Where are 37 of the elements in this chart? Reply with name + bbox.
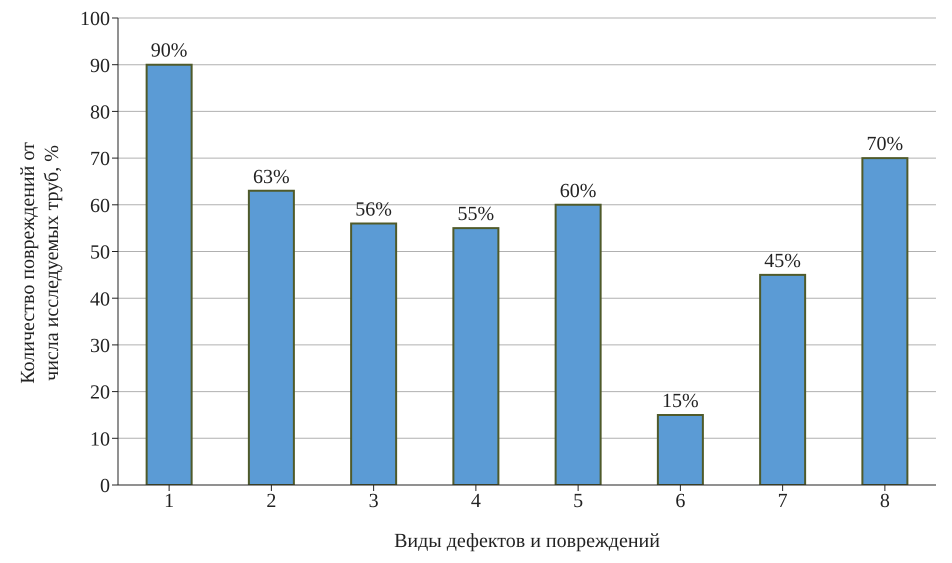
y-tick-label: 0 [100, 475, 110, 498]
y-tick-label: 80 [90, 102, 110, 124]
data-label: 15% [662, 390, 699, 412]
y-tick-label: 40 [90, 288, 110, 310]
bar [248, 190, 295, 485]
x-tick-label: 1 [164, 490, 174, 512]
y-tick-label: 100 [80, 8, 110, 30]
y-tick-label: 20 [90, 382, 110, 404]
x-tick-label: 3 [368, 490, 379, 512]
bar [759, 274, 806, 485]
bar [146, 64, 193, 485]
data-label: 63% [253, 166, 290, 188]
x-tick-label: 2 [266, 490, 276, 512]
y-tick-label: 30 [90, 335, 110, 357]
bar [861, 157, 908, 485]
y-tick-label: 10 [90, 428, 110, 450]
x-tick-label: 4 [470, 490, 481, 512]
data-label: 60% [560, 180, 596, 202]
bar [350, 222, 398, 485]
x-tick-label: 5 [573, 490, 584, 512]
y-tick-label: 90 [90, 54, 110, 77]
x-tick-label: 8 [880, 490, 890, 512]
data-label: 45% [764, 250, 801, 272]
bar [656, 414, 704, 485]
y-tick-label: 60 [90, 194, 110, 217]
data-label: 70% [866, 133, 904, 156]
y-axis-title: Количество повреждений от числа исследуемых труб, % [17, 142, 63, 384]
x-axis-title: Виды дефектов и повреждений [394, 530, 660, 552]
y-tick-label: 50 [90, 242, 110, 264]
x-tick-label: 7 [778, 490, 788, 512]
x-tick-label: 6 [675, 490, 686, 512]
y-tick-label: 70 [90, 148, 110, 170]
data-label: 90% [150, 40, 188, 62]
bar [554, 204, 602, 485]
bar [452, 227, 500, 485]
data-label: 55% [458, 203, 494, 226]
data-label: 56% [355, 198, 392, 220]
